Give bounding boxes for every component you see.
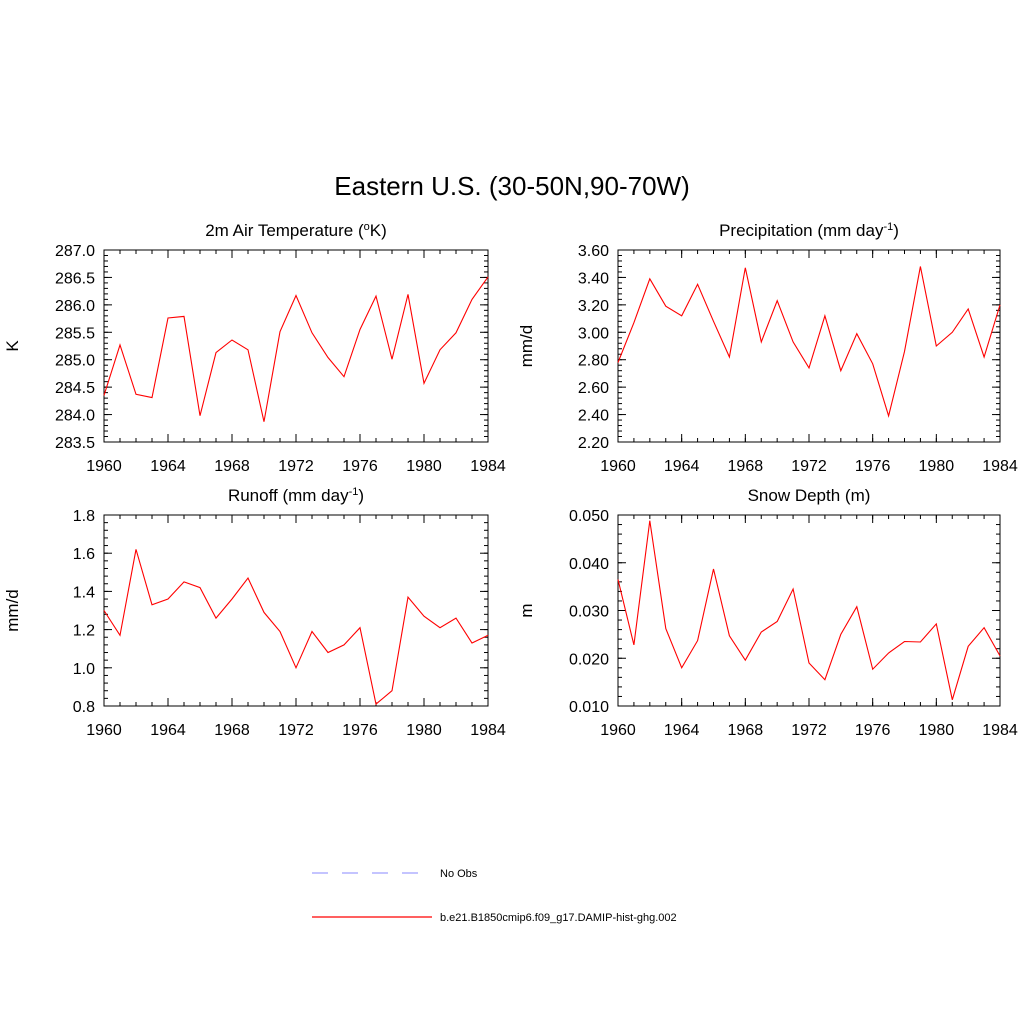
runoff-frame (103, 514, 489, 707)
panel-runoff: 1960 1964 1968 1972 1976 1980 1984 0.8 1.0 1.2 1.4… (3, 486, 506, 739)
y-tick-label: 285.0 (55, 353, 95, 370)
x-tick-label: 1980 (919, 458, 955, 475)
x-tick-label: 1960 (600, 458, 636, 475)
x-tick-label: 1972 (791, 722, 827, 739)
x-tick-label: 1984 (470, 722, 506, 739)
panel-title-superscript: -1 (349, 486, 359, 498)
panel-title-main: 2m Air Temperature ( (205, 221, 364, 240)
x-tick-label: 1972 (278, 458, 314, 475)
y-tick-label: 284.0 (55, 408, 95, 425)
y-tick-label: 2.20 (578, 435, 609, 452)
y-tick-label: 0.020 (569, 651, 609, 668)
y-tick-label: 283.5 (55, 435, 95, 452)
y-tick-label: 0.010 (569, 699, 609, 716)
x-tick-label: 1964 (150, 722, 186, 739)
y-tick-label: 1.0 (73, 661, 95, 678)
panel-title-end: ) (893, 221, 899, 240)
y-tick-label: 2.60 (578, 380, 609, 397)
panel-title: Runoff (mm day-1) (228, 486, 364, 505)
panel-title-main: Runoff (mm day (228, 486, 349, 505)
y-tick-label: 2.80 (578, 353, 609, 370)
y-tick-label: 0.8 (73, 699, 95, 716)
x-tick-label: 1984 (982, 722, 1018, 739)
x-tick-label: 1968 (728, 722, 764, 739)
y-tick-label: 2.40 (578, 408, 609, 425)
x-tick-label: 1960 (86, 722, 122, 739)
y-tick-label: 287.0 (55, 243, 95, 260)
panel-title: 2m Air Temperature (oK) (205, 221, 387, 240)
x-tick-label: 1980 (406, 458, 442, 475)
precipitation-series-line (617, 266, 1001, 418)
x-tick-label: 1964 (664, 458, 700, 475)
snow-depth-frame (617, 514, 1001, 707)
y-tick-label: 1.4 (73, 584, 95, 601)
panel-title-end: K) (370, 221, 387, 240)
y-tick-label: 285.5 (55, 325, 95, 342)
panel-precipitation: 1960 1964 1968 1972 1976 1980 1984 2.20 2.40 2.60… (517, 221, 1018, 475)
x-tick-label: 1980 (919, 722, 955, 739)
y-tick-label: 1.6 (73, 546, 95, 563)
x-tick-label: 1968 (214, 722, 250, 739)
y-tick-label: 3.00 (578, 325, 609, 342)
x-tick-label: 1976 (855, 458, 891, 475)
y-tick-label: 1.8 (73, 508, 95, 525)
panel-title: Snow Depth (m) (748, 486, 871, 505)
x-tick-label: 1960 (600, 722, 636, 739)
y-axis-label: m (517, 603, 536, 617)
y-tick-label: 0.030 (569, 604, 609, 621)
panel-title: Precipitation (mm day-1) (719, 221, 899, 240)
x-tick-label: 1968 (728, 458, 764, 475)
precipitation-frame (617, 249, 1001, 443)
x-tick-label: 1984 (982, 458, 1018, 475)
y-tick-label: 1.2 (73, 623, 95, 640)
panel-air-temperature: 1960 1964 1968 1972 1976 1980 1984 283.5 284.0 28… (3, 221, 506, 475)
y-tick-label: 3.60 (578, 243, 609, 260)
x-tick-label: 1976 (855, 722, 891, 739)
legend-model-label: b.e21.B1850cmip6.f09_g17.DAMIP-hist-ghg.… (440, 912, 677, 924)
y-tick-label: 286.0 (55, 298, 95, 315)
x-tick-label: 1960 (86, 458, 122, 475)
y-tick-label: 284.5 (55, 380, 95, 397)
panel-title-end: ) (358, 486, 364, 505)
y-tick-label: 0.050 (569, 508, 609, 525)
panel-title-main: Precipitation (mm day (719, 221, 884, 240)
x-tick-label: 1972 (278, 722, 314, 739)
air-temperature-frame (103, 249, 489, 443)
y-tick-label: 3.40 (578, 270, 609, 287)
y-axis-label: K (3, 340, 22, 352)
air-temperature-series-line (103, 276, 489, 422)
y-tick-label: 0.040 (569, 556, 609, 573)
x-tick-label: 1972 (791, 458, 827, 475)
panel-snow-depth: 1960 1964 1968 1972 1976 1980 1984 0.010 0.020 0.… (517, 486, 1018, 739)
figure-title: Eastern U.S. (30-50N,90-70W) (334, 171, 689, 201)
y-tick-label: 3.20 (578, 298, 609, 315)
y-axis-label: mm/d (3, 589, 22, 632)
y-tick-label: 286.5 (55, 270, 95, 287)
x-tick-label: 1976 (342, 722, 378, 739)
x-tick-label: 1980 (406, 722, 442, 739)
panel-title-superscript: o (364, 221, 370, 233)
x-tick-label: 1964 (150, 458, 186, 475)
x-tick-label: 1968 (214, 458, 250, 475)
snow-depth-series-line (617, 520, 1001, 700)
y-axis-label: mm/d (517, 325, 536, 368)
panel-title-superscript: -1 (883, 221, 893, 233)
x-tick-label: 1964 (664, 722, 700, 739)
legend-obs-label: No Obs (440, 868, 478, 880)
x-tick-label: 1984 (470, 458, 506, 475)
runoff-series-line (103, 549, 489, 706)
panel-title-main: Snow Depth (m) (748, 486, 871, 505)
x-tick-label: 1976 (342, 458, 378, 475)
legend: No Obs b.e21.B1850cmip6.f09_g17.DAMIP-hi… (312, 868, 677, 924)
